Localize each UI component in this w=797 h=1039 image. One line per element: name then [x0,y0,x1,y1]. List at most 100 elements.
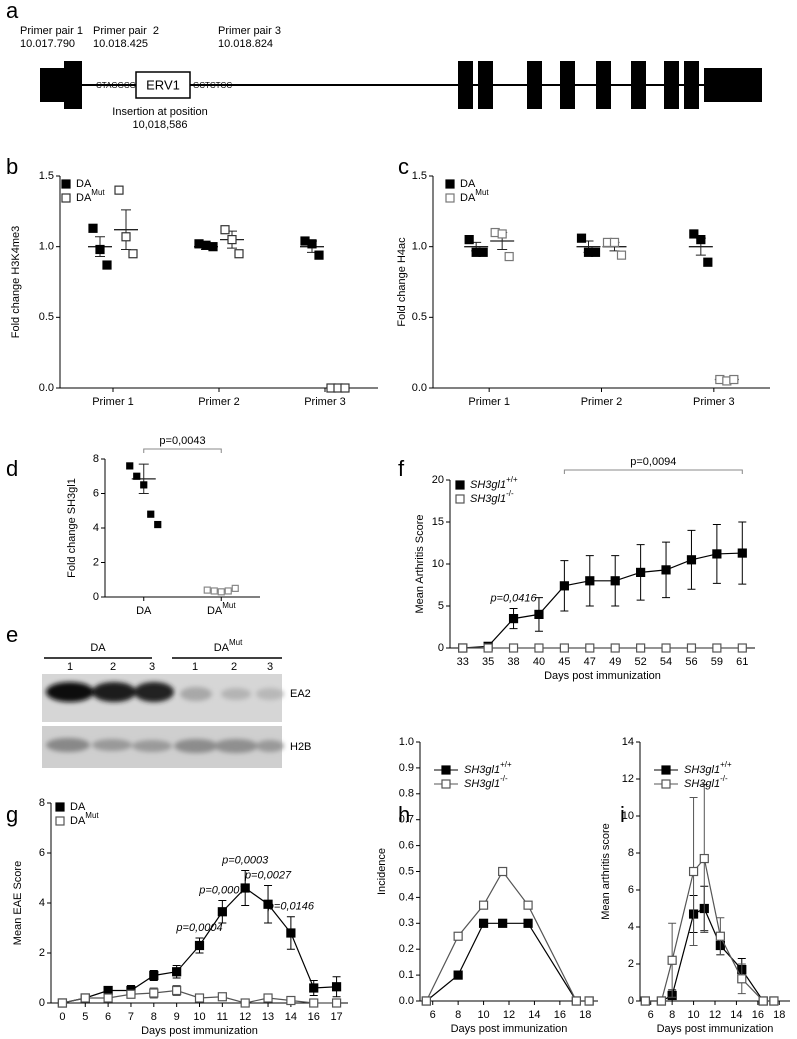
label-sup: -/- [506,489,514,498]
marker [504,251,514,262]
value-annotation: p=0,0004 [175,922,222,934]
x-tick-label: 18 [773,1009,785,1021]
value-annotation: p=0,0416 [489,592,537,604]
label: 52 [635,656,647,668]
marker [576,233,587,243]
label-text: 47 [584,656,596,668]
marker [478,900,489,910]
label: SH3gl1+/+ [470,475,518,491]
lane-label: 2 [231,661,237,673]
marker [88,223,98,233]
marker [55,802,65,812]
y-tick-label: 0.4 [399,891,414,903]
label-text: DA [460,192,476,204]
label: DAMut [460,188,489,204]
marker [147,510,155,518]
sem-caps [95,236,105,258]
y-tick-label: 6 [628,884,634,896]
chart: 0 2 4 6 8 10 12 14 6 8 10 12 14 16 18 Days post immuniz… [600,736,790,1035]
chart: 0 2 4 6 8 0 5 6 7 8 9 10 11 12 13 14 16 17 Days post immun… [12,797,348,1037]
marker [154,520,162,529]
marker [478,247,488,257]
marker [455,494,465,504]
label: 38 [507,656,519,668]
chart: 0.0 0.1 0.2 0.3 0.4 0.5 0.6 0.7 0.8 0.9 1.0 6 8 10 12 1… [376,736,598,1035]
label: SH3gl1+/+ [464,760,512,776]
marker [689,229,699,239]
y-tick-label: 0.1 [399,969,414,981]
label: 10 [193,1011,205,1023]
marker [441,779,451,789]
y-tick-label: 4 [628,921,634,933]
marker [240,883,250,893]
marker [686,555,697,565]
marker [128,249,138,259]
marker [441,765,451,775]
marker [172,985,182,996]
marker [585,576,595,586]
marker [126,462,134,470]
marker [559,581,569,591]
x-axis-title: Days post immunization [141,1025,258,1037]
y-axis-title: Fold change H4ac [396,237,408,327]
y-tick-label: 8 [93,453,99,465]
marker [194,993,205,1003]
marker [453,931,463,941]
y-tick-label: 2 [93,556,99,568]
y-axis-title: Mean Arthritis Score [414,514,426,613]
marker [696,235,706,245]
marker [712,643,722,653]
marker [584,996,594,1006]
primer-position: 10.018.425 [93,38,148,50]
marker [585,643,595,653]
marker [286,995,296,1006]
value-annotation: p=0,0007 [198,884,246,896]
y-tick-label: 0.7 [399,814,414,826]
marker [149,988,159,998]
y-tick-label: 6 [39,847,45,859]
label-text: SH3gl1 [684,764,720,776]
label-text: Primer 3 [693,396,735,408]
y-tick-label: 1.0 [412,241,427,253]
label-sup: +/+ [720,760,732,769]
panel-label: e [6,622,18,647]
panel-label: h [398,802,410,827]
marker [224,587,232,595]
y-tick-label: 15 [432,516,444,528]
marker [309,998,319,1008]
bands [46,682,284,753]
label-text: Primer 2 [198,396,240,408]
y-tick-label: 1.0 [39,241,54,253]
label: 49 [609,656,621,668]
marker [737,643,747,653]
label-sup: +/+ [500,760,512,769]
label: Primer 1 [92,396,134,408]
marker [636,567,646,578]
marker [737,974,747,984]
label-sup: Mut [91,188,105,197]
label: 13 [262,1011,274,1023]
label: Primer 2 [581,396,623,408]
blot-group: DA [90,642,106,654]
marker [523,900,533,910]
sequence: GCTCTCC [193,81,232,90]
x-tick-label: 16 [554,1009,566,1021]
y-tick-label: 6 [93,487,99,499]
label: DA [136,605,152,617]
marker [203,586,211,594]
label-text: 56 [685,656,697,668]
label: 45 [558,656,570,668]
y-tick-label: 4 [93,522,99,534]
y-tick-label: 1.5 [39,170,54,182]
marker [103,985,113,996]
marker [498,918,508,928]
x-tick-label: 8 [669,1009,675,1021]
series-line [645,857,774,1002]
lane-label: 1 [67,661,73,673]
insertion-position: 10,018,586 [132,119,187,131]
label-text: DA [207,605,223,617]
lane-label: 3 [267,661,273,673]
marker [61,179,71,189]
label-text: 14 [285,1011,297,1023]
